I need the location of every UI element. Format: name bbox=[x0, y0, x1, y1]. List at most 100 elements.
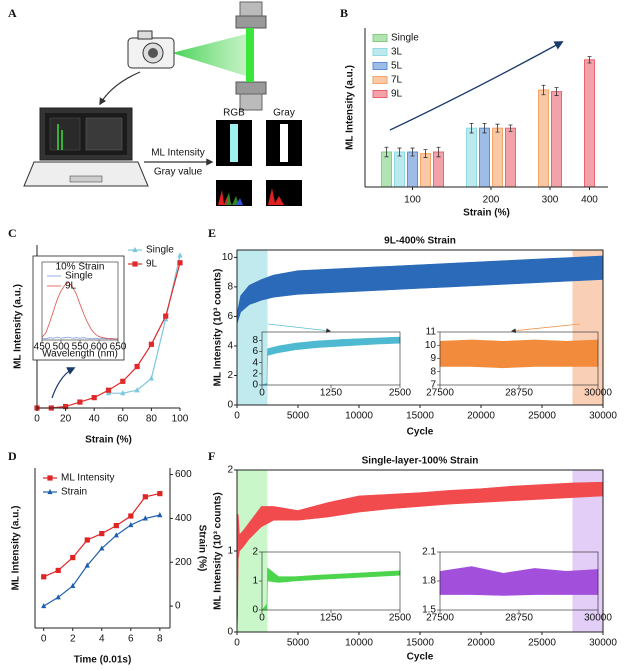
y-axis-label: ML Intensity (a.u.) bbox=[13, 284, 24, 369]
legend-swatch bbox=[372, 62, 388, 70]
error-bar bbox=[508, 124, 513, 132]
x-tick-label: 5000 bbox=[287, 411, 310, 422]
bar bbox=[538, 89, 549, 188]
y-tick-label: 2.1 bbox=[422, 547, 436, 558]
data-point bbox=[142, 494, 148, 500]
x-tick-label: 20000 bbox=[467, 411, 495, 422]
data-point bbox=[142, 515, 148, 521]
y-tick-label: 7 bbox=[430, 380, 436, 391]
y-axis-label: ML Intensity (10³ counts) bbox=[213, 269, 224, 387]
sample bbox=[246, 28, 254, 82]
x-tick-label: 27500 bbox=[426, 388, 454, 399]
legend-label: 7L bbox=[391, 75, 403, 86]
y-tick-label: 0 bbox=[252, 605, 258, 616]
bar bbox=[492, 127, 503, 188]
x-tick-label: 27500 bbox=[426, 613, 454, 624]
x-tick-label: 2500 bbox=[389, 613, 412, 624]
data-point bbox=[41, 602, 47, 609]
x-tick-label: 4 bbox=[99, 634, 105, 645]
error-bar bbox=[554, 87, 559, 96]
trackpad bbox=[69, 175, 103, 183]
error-bar bbox=[410, 147, 415, 157]
data-point bbox=[47, 475, 53, 481]
x-tick-label: 6 bbox=[128, 634, 134, 645]
trend-arrow bbox=[389, 41, 564, 131]
x-tick-label: 25000 bbox=[528, 638, 556, 649]
x-axis-label: Cycle bbox=[407, 427, 434, 438]
series-line bbox=[41, 281, 118, 340]
y-tick-label: 0 bbox=[227, 627, 233, 638]
legend-label: ML Intensity bbox=[61, 473, 115, 484]
x-axis-label: Wavelength (nm) bbox=[42, 349, 118, 360]
x-tick-label: 15000 bbox=[406, 638, 434, 649]
legend-swatch bbox=[372, 90, 388, 98]
y2-tick-label: 400 bbox=[175, 513, 192, 524]
legend-label: Single bbox=[65, 271, 93, 282]
diagram-label: Gray bbox=[273, 108, 295, 119]
y-tick-label: 11 bbox=[426, 327, 437, 338]
x-tick-label: 100 bbox=[172, 414, 189, 425]
x-tick-label: 20 bbox=[60, 414, 72, 425]
data-point bbox=[70, 555, 76, 561]
x-tick-label: 1250 bbox=[320, 388, 343, 399]
data-point bbox=[134, 387, 140, 393]
histogram-blue bbox=[236, 198, 243, 205]
y-axis-label: ML Intensity (10³ counts) bbox=[213, 492, 224, 610]
y2-tick-label: 200 bbox=[175, 557, 192, 568]
y-tick-label: 10 bbox=[222, 252, 234, 263]
panel-label: E bbox=[208, 226, 216, 240]
bar bbox=[394, 151, 405, 188]
signal-band bbox=[439, 566, 599, 596]
y-tick-label: 2 bbox=[252, 368, 258, 379]
y-tick-label: 1 bbox=[252, 576, 258, 587]
y-tick-label: 8 bbox=[252, 335, 258, 346]
panel-label: C bbox=[8, 226, 17, 240]
error-bar bbox=[436, 146, 441, 158]
data-point bbox=[148, 375, 154, 381]
data-point bbox=[47, 488, 53, 495]
x-tick-label: 30000 bbox=[589, 411, 617, 422]
data-point bbox=[128, 513, 134, 519]
bar bbox=[433, 151, 444, 188]
x-tick-label: 30000 bbox=[584, 613, 612, 624]
y-tick-label: 1 bbox=[227, 546, 233, 557]
screen-signal bbox=[57, 124, 63, 150]
signal-band bbox=[236, 255, 604, 324]
y-tick-label: 2 bbox=[227, 370, 233, 381]
x-tick-label: 10000 bbox=[345, 638, 373, 649]
error-bar bbox=[495, 123, 500, 133]
y-tick-label: 6 bbox=[252, 346, 258, 357]
x-tick-label: 8 bbox=[157, 634, 163, 645]
inset-arrow bbox=[51, 367, 76, 399]
x-tick-label: 15000 bbox=[406, 411, 434, 422]
data-point bbox=[77, 399, 83, 405]
bar bbox=[479, 127, 490, 188]
y-tick-label: 2 bbox=[252, 547, 258, 558]
y-tick-label: 0 bbox=[252, 380, 258, 391]
legend-swatch bbox=[372, 76, 388, 84]
data-point bbox=[55, 594, 61, 600]
x-tick-label: 600 bbox=[91, 342, 108, 353]
data-point bbox=[84, 537, 90, 543]
y-axis-label: ML Intensity (a.u.) bbox=[11, 506, 22, 591]
x-tick-label: 30000 bbox=[584, 388, 612, 399]
bar bbox=[505, 127, 516, 188]
y-tick-label: 8 bbox=[430, 366, 436, 377]
data-point bbox=[148, 341, 154, 347]
error-bar bbox=[397, 147, 402, 157]
x-axis-label: Strain (%) bbox=[463, 208, 510, 219]
signal-band bbox=[261, 567, 401, 611]
x-tick-label: 30000 bbox=[589, 638, 617, 649]
chart-title: 10% Strain bbox=[56, 262, 105, 273]
error-bar bbox=[423, 149, 428, 158]
clamp-base bbox=[239, 93, 263, 111]
data-point bbox=[128, 521, 134, 528]
y-tick-label: 1.8 bbox=[422, 576, 436, 587]
x-tick-label: 5000 bbox=[287, 638, 310, 649]
signal-band bbox=[236, 481, 604, 633]
y-tick-label: 4 bbox=[252, 357, 258, 368]
x-tick-label: 500 bbox=[53, 342, 70, 353]
x-tick-label: 1250 bbox=[320, 613, 343, 624]
legend-label: Strain bbox=[61, 487, 87, 498]
